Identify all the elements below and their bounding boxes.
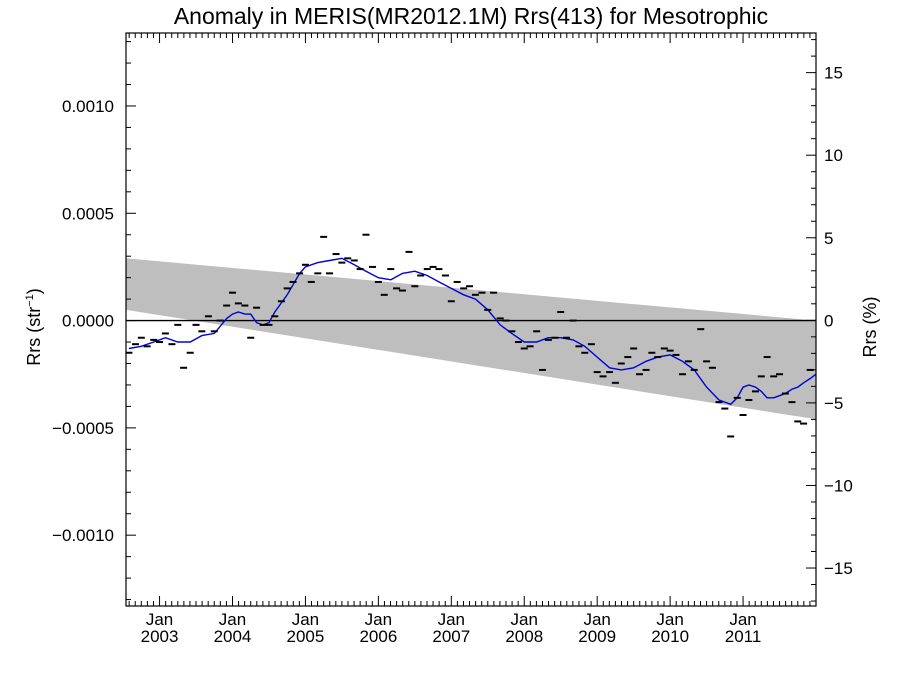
x-tick-label-month: Jan (656, 610, 683, 629)
y-left-tick-label: −0.0010 (52, 526, 114, 545)
tick-labels-layer: 0.0010 0.0005 0.0000 −0.0005 −0.0010 15 10 5 0 −5… (52, 64, 853, 646)
y-left-tick-label: 0.0010 (62, 97, 114, 116)
y-right-tick-label: 15 (824, 64, 843, 83)
x-tick-label-month: Jan (365, 610, 392, 629)
y-right-tick-label: −15 (824, 559, 853, 578)
y-axis-label-left-base: Rrs (str (24, 307, 44, 366)
x-tick-label-year: 2007 (432, 627, 470, 646)
x-tick-label-month: Jan (438, 610, 465, 629)
x-tick-label-month: Jan (729, 610, 756, 629)
uncertainty-band (126, 258, 816, 420)
y-axis-label-left: Rrs (str−1) (24, 288, 44, 366)
monthly-anomaly-layer (125, 233, 814, 438)
y-left-tick-label: 0.0005 (62, 204, 114, 223)
y-right-tick-label: −10 (824, 476, 853, 495)
plot-frame (125, 32, 817, 607)
x-tick-label-year: 2010 (651, 627, 689, 646)
x-tick-label-year: 2009 (578, 627, 616, 646)
x-tick-label-year: 2006 (359, 627, 397, 646)
y-right-tick-label: 10 (824, 146, 843, 165)
x-tick-label-year: 2005 (287, 627, 325, 646)
x-tick-label-year: 2011 (725, 627, 762, 646)
y-right-tick-label: 0 (824, 311, 833, 330)
x-tick-label-month: Jan (219, 610, 246, 629)
y-right-tick-label: 5 (824, 229, 833, 248)
y-left-tick-label: 0.0000 (62, 312, 114, 331)
x-tick-label-month: Jan (511, 610, 538, 629)
x-tick-label-month: Jan (146, 610, 173, 629)
x-tick-label-month: Jan (292, 610, 319, 629)
y-axis-label-left-sup: −1 (24, 294, 36, 307)
y-right-tick-label: −5 (824, 394, 843, 413)
x-tick-label-year: 2003 (141, 627, 179, 646)
x-tick-label-year: 2008 (505, 627, 543, 646)
chart-title: Anomaly in MERIS(MR2012.1M) Rrs(413) for… (174, 3, 768, 29)
x-tick-label-year: 2004 (214, 627, 252, 646)
x-tick-label-month: Jan (583, 610, 610, 629)
y-axis-label-left-close: ) (24, 288, 44, 294)
y-axis-label-right: Rrs (%) (860, 297, 880, 358)
uncertainty-band-layer (126, 258, 816, 420)
y-left-tick-label: −0.0005 (52, 419, 114, 438)
axes-layer (125, 32, 817, 607)
